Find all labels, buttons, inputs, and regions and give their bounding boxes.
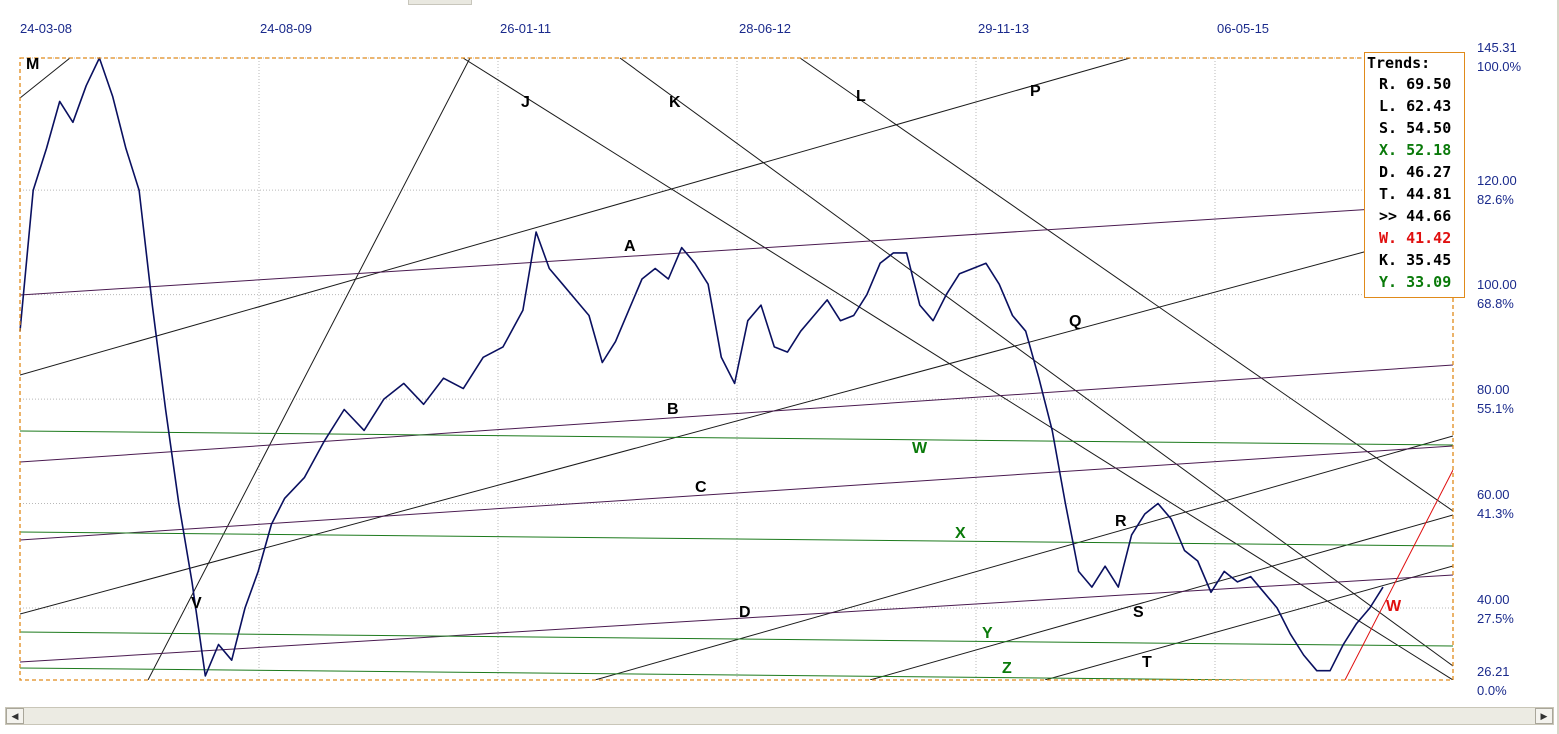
date-tick-label: 29-11-13 xyxy=(978,21,1030,36)
trendline-label-y: Y xyxy=(982,625,993,642)
trendline-label-p: P xyxy=(1030,83,1041,100)
trendline-r xyxy=(594,435,1453,680)
trendline-label-l: L xyxy=(856,88,866,105)
price-tick-label: 26.21 xyxy=(1477,664,1510,679)
trendline-w xyxy=(20,430,1453,446)
trend-value-row: >> 44.66 xyxy=(1379,207,1452,225)
trendline-label-q: Q xyxy=(1069,313,1082,330)
pct-tick-label: 0.0% xyxy=(1477,683,1507,698)
trend-value-row: S. 54.50 xyxy=(1379,119,1452,137)
date-tick-label: 24-08-09 xyxy=(260,21,313,36)
trendline-label-b: B xyxy=(667,401,679,418)
price-series-line xyxy=(19,57,1384,677)
date-tick-label: 24-03-08 xyxy=(20,21,73,36)
date-tick-label: 28-06-12 xyxy=(739,21,792,36)
trendline-a xyxy=(20,203,1453,296)
pct-tick-label: 82.6% xyxy=(1477,192,1514,207)
price-tick-label: 100.00 xyxy=(1477,277,1517,292)
arrow-left-icon: ◀ xyxy=(11,711,19,721)
trendline-label-c: C xyxy=(695,479,707,496)
trendline-j xyxy=(462,58,1453,680)
trendline-l xyxy=(799,58,1453,512)
trend-value-row: R. 69.50 xyxy=(1379,75,1452,93)
plot-area-border xyxy=(19,57,1454,681)
trendline-label-m: M xyxy=(26,56,40,73)
price-tick-label: 80.00 xyxy=(1477,382,1510,397)
trendline-q xyxy=(20,227,1453,615)
price-tick-label: 120.00 xyxy=(1477,173,1517,188)
price-tick-label: 40.00 xyxy=(1477,592,1510,607)
trend-value-row: W. 41.42 xyxy=(1379,229,1452,247)
date-tick-label: 06-05-15 xyxy=(1217,21,1270,36)
pct-tick-label: 100.0% xyxy=(1477,59,1522,74)
price-tick-label: 145.31 xyxy=(1477,40,1517,55)
trendline-label-x: X xyxy=(955,525,966,542)
trendline-label-t: T xyxy=(1142,654,1152,671)
trendline-b xyxy=(20,364,1453,463)
trendline-s xyxy=(869,514,1453,680)
price-tick-label: 60.00 xyxy=(1477,487,1510,502)
trendline-v xyxy=(147,58,471,680)
trend-value-row: K. 35.45 xyxy=(1379,251,1452,269)
trendline-w-red xyxy=(1344,469,1453,680)
trendline-label-w-red: W xyxy=(1386,598,1402,615)
trendline-label-s: S xyxy=(1133,604,1144,621)
trendline-label-a: A xyxy=(624,238,636,255)
trendline-label-j: J xyxy=(521,94,530,111)
trendlines xyxy=(20,58,1453,680)
trendline-t xyxy=(1044,565,1453,680)
trendline-label-d: D xyxy=(739,604,751,621)
trend-value-row: X. 52.18 xyxy=(1379,141,1452,159)
arrow-right-icon: ▶ xyxy=(1540,711,1548,721)
pct-tick-label: 68.8% xyxy=(1477,296,1514,311)
trendline-p xyxy=(20,58,1131,376)
date-tick-label: 26-01-11 xyxy=(500,21,552,36)
pct-tick-label: 27.5% xyxy=(1477,611,1514,626)
trendline-z xyxy=(20,667,1300,680)
horizontal-scrollbar[interactable]: ◀ ▶ xyxy=(5,707,1554,725)
trends-title: Trends: xyxy=(1367,54,1431,72)
trendline-d xyxy=(20,574,1453,663)
pct-tick-label: 41.3% xyxy=(1477,506,1514,521)
pct-tick-label: 55.1% xyxy=(1477,401,1514,416)
trendline-label-r: R xyxy=(1115,513,1127,530)
trends-panel: Trends: R. 69.50 L. 62.43 S. 54.50 X. 52.18… xyxy=(1364,52,1465,298)
trendline-label-v: V xyxy=(191,595,202,612)
trend-value-row: Y. 33.09 xyxy=(1379,273,1452,291)
trend-value-row: T. 44.81 xyxy=(1379,185,1452,203)
trendline-k xyxy=(619,58,1453,667)
trendline-label-w-green: W xyxy=(912,440,928,457)
trend-value-row: L. 62.43 xyxy=(1379,97,1452,115)
trendline-x xyxy=(20,531,1453,547)
trendline-label-k: K xyxy=(669,94,681,111)
trendline-y xyxy=(20,631,1453,647)
trendline-label-z: Z xyxy=(1002,660,1012,677)
scroll-left-button[interactable]: ◀ xyxy=(6,708,24,724)
trend-value-row: D. 46.27 xyxy=(1379,163,1452,181)
trendline-c xyxy=(20,445,1453,541)
window-tab[interactable] xyxy=(408,0,472,5)
scroll-right-button[interactable]: ▶ xyxy=(1535,708,1553,724)
trendline-m xyxy=(20,58,71,99)
